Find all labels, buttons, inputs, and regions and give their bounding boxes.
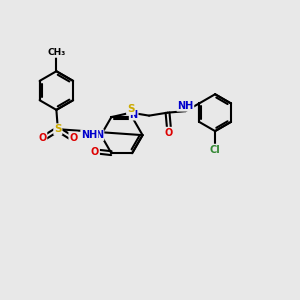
- Text: Cl: Cl: [210, 145, 220, 154]
- Text: O: O: [165, 128, 173, 138]
- Text: NH: NH: [81, 130, 98, 140]
- Text: S: S: [127, 104, 134, 114]
- Text: S: S: [54, 124, 62, 134]
- Text: O: O: [38, 133, 46, 142]
- Text: O: O: [69, 133, 77, 142]
- Text: CH₃: CH₃: [47, 48, 65, 57]
- Text: NH: NH: [177, 101, 194, 111]
- Text: N: N: [95, 130, 104, 140]
- Text: N: N: [130, 110, 138, 120]
- Text: O: O: [91, 147, 99, 157]
